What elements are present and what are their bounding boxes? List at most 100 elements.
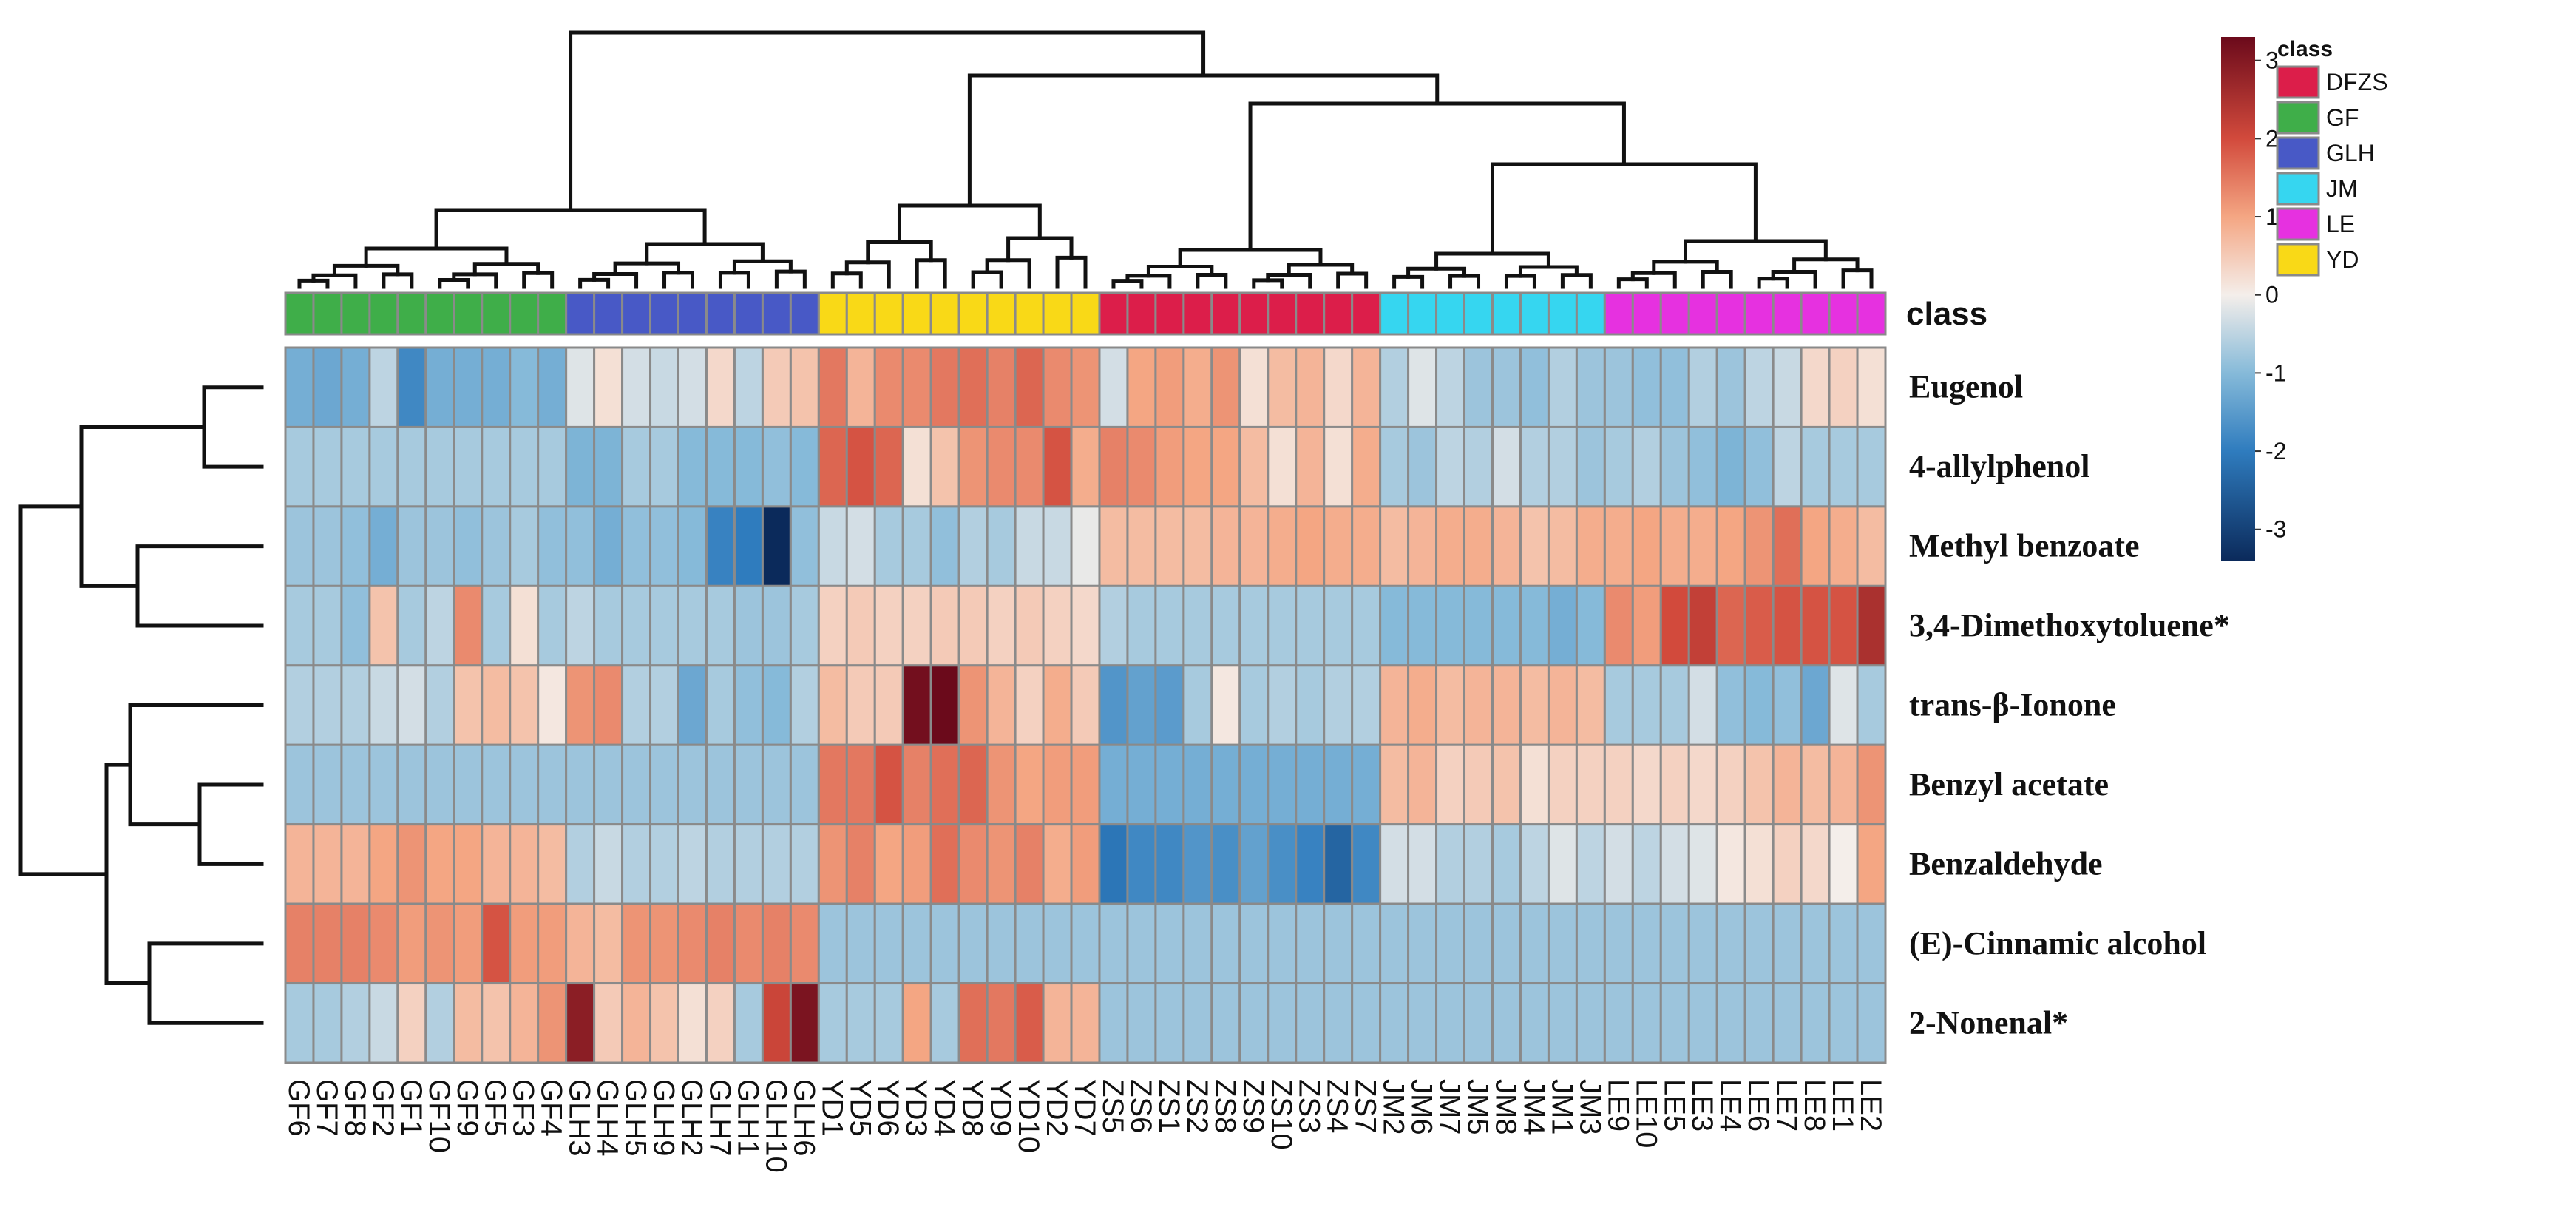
heatmap-cell <box>1267 346 1298 428</box>
heatmap-cell <box>537 664 568 746</box>
heatmap-cell <box>1828 743 1859 826</box>
heatmap-cell <box>1238 425 1270 508</box>
heatmap-cell <box>1126 584 1157 667</box>
heatmap-cell <box>1126 346 1157 428</box>
dendrogram-branch <box>718 271 750 289</box>
heatmap-cell <box>565 346 596 428</box>
heatmap-cell <box>649 505 680 587</box>
heatmap-cell <box>1070 584 1101 667</box>
heatmap-cell <box>1267 584 1298 667</box>
heatmap-cell <box>1659 982 1690 1064</box>
heatmap-cell <box>1014 664 1045 746</box>
class-annotation-cell <box>621 291 652 336</box>
heatmap-cell <box>1267 982 1298 1064</box>
heatmap-cell <box>424 505 455 587</box>
heatmap-cell <box>1126 982 1157 1064</box>
heatmap-cell <box>1828 664 1859 746</box>
class-annotation-cell <box>1519 291 1550 336</box>
row-labels: Eugenol 4-allylphenol Methyl benzoate 3,4-D… <box>1909 369 2230 1041</box>
heatmap-cell <box>1715 982 1746 1064</box>
heatmap-cell <box>677 664 708 746</box>
heatmap-cell <box>1519 743 1550 826</box>
heatmap-cell <box>509 982 540 1064</box>
column-label: GF10 <box>423 1079 455 1153</box>
heatmap-cell <box>789 505 820 587</box>
heatmap-cell <box>1547 346 1578 428</box>
heatmap-cell <box>1126 902 1157 985</box>
heatmap-cell <box>1267 902 1298 985</box>
heatmap-cell <box>1295 346 1326 428</box>
heatmap-cell <box>1687 664 1718 746</box>
column-label: ZS7 <box>1349 1079 1382 1133</box>
heatmap-cell <box>1828 584 1859 667</box>
class-annotation-cell <box>1379 291 1410 336</box>
heatmap-cell <box>1631 664 1662 746</box>
heatmap-cell <box>817 902 848 985</box>
heatmap-cell <box>705 584 736 667</box>
class-annotation-cell <box>845 291 876 336</box>
dendrogram-branch <box>915 258 947 289</box>
heatmap-cell <box>1435 425 1466 508</box>
heatmap-cell <box>368 664 399 746</box>
heatmap-cell <box>1491 425 1522 508</box>
heatmap-cell <box>1463 743 1494 826</box>
heatmap-cell <box>509 584 540 667</box>
heatmap-cell <box>1098 346 1129 428</box>
heatmap-cell <box>677 823 708 905</box>
heatmap-cell <box>1800 664 1831 746</box>
legend-label: DFZS <box>2326 69 2388 95</box>
heatmap-cell <box>733 902 764 985</box>
heatmap-cell <box>1603 982 1634 1064</box>
heatmap-cell <box>340 425 371 508</box>
heatmap-cell <box>396 346 427 428</box>
heatmap-cell <box>1463 902 1494 985</box>
column-label: YD4 <box>928 1079 960 1137</box>
heatmap-cell <box>396 505 427 587</box>
heatmap-cell <box>1772 902 1803 985</box>
heatmap-cell <box>1631 902 1662 985</box>
heatmap-cell <box>705 425 736 508</box>
heatmap-cell <box>761 902 792 985</box>
heatmap-cell <box>1715 346 1746 428</box>
heatmap-cell <box>1519 505 1550 587</box>
heatmap-cell <box>1800 346 1831 428</box>
row-label: Eugenol <box>1909 369 2023 405</box>
heatmap-cell <box>1126 743 1157 826</box>
heatmap-cell <box>1435 902 1466 985</box>
heatmap-cell <box>1323 982 1354 1064</box>
heatmap-cell <box>957 425 989 508</box>
heatmap-cell <box>1379 505 1410 587</box>
heatmap-cell <box>284 584 315 667</box>
heatmap-cell <box>929 584 960 667</box>
heatmap-cell <box>340 823 371 905</box>
heatmap-cell <box>1351 743 1382 826</box>
heatmap-cell <box>1154 902 1185 985</box>
heatmap-cell <box>1182 743 1213 826</box>
heatmap-cell <box>1435 505 1466 587</box>
class-annotation-cell <box>1575 291 1606 336</box>
heatmap-cell <box>1351 823 1382 905</box>
heatmap-cell <box>929 902 960 985</box>
class-annotation-cell <box>677 291 708 336</box>
heatmap-cell <box>1407 346 1438 428</box>
heatmap-cell <box>1014 346 1045 428</box>
heatmap-cell <box>845 743 876 826</box>
heatmap-cell <box>1743 505 1775 587</box>
heatmap-cell <box>705 902 736 985</box>
heatmap-cell <box>1379 664 1410 746</box>
heatmap-cell <box>957 505 989 587</box>
heatmap-cell <box>1463 425 1494 508</box>
heatmap-cell <box>845 823 876 905</box>
heatmap-cell <box>1800 982 1831 1064</box>
heatmap-cell <box>1659 664 1690 746</box>
class-annotation-cell <box>1295 291 1326 336</box>
heatmap-cell <box>761 505 792 587</box>
class-annotation-cell <box>481 291 512 336</box>
heatmap-cell <box>453 425 484 508</box>
heatmap-cell <box>1379 982 1410 1064</box>
color-scale-gradient <box>2221 37 2255 561</box>
heatmap-cell <box>621 505 652 587</box>
column-label: YD6 <box>872 1079 904 1137</box>
heatmap-cell <box>1547 823 1578 905</box>
heatmap-cell <box>1351 346 1382 428</box>
